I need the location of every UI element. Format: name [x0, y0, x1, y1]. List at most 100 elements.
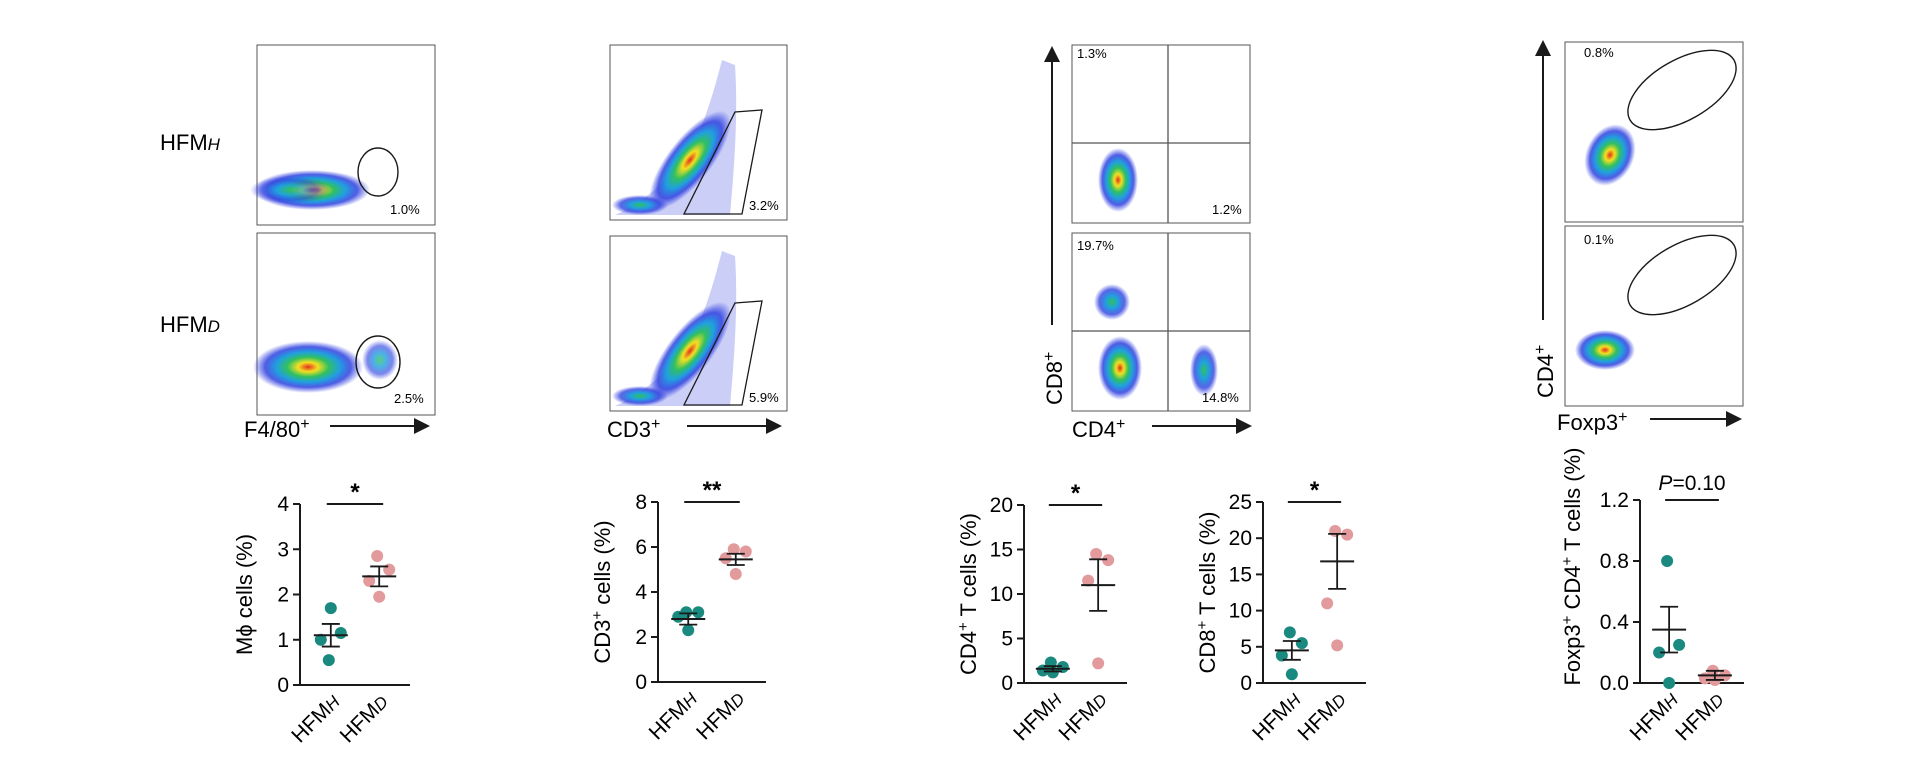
sample-label-hfmh: HFMH [160, 130, 221, 155]
y-axis-label: CD8+ T cells (%) [1194, 512, 1220, 674]
y-tick-label: 1.2 [1600, 489, 1629, 512]
x-category-label: HFMH [1009, 688, 1067, 746]
gate-ellipse [1627, 49, 1737, 131]
x-category-label: HFMD [1671, 688, 1728, 745]
data-point [371, 550, 384, 563]
data-point [739, 545, 752, 558]
y-tick-label: 10 [1229, 600, 1252, 623]
gate-ellipse [357, 147, 399, 197]
gate-ellipse [355, 335, 401, 389]
y-tick-label: 0 [1001, 672, 1013, 695]
data-point [1341, 528, 1354, 541]
y-tick-label: 0.4 [1600, 611, 1630, 634]
gate-polygon [682, 109, 763, 215]
y-tick-label: 0 [1240, 672, 1252, 695]
density-cloud [1584, 124, 1636, 186]
data-point [1090, 547, 1103, 560]
data-point [1275, 649, 1288, 662]
significance-label: * [1310, 477, 1320, 504]
flow-y-axis-label-cd4: CD4+ [1532, 345, 1558, 398]
data-point [1653, 646, 1666, 659]
y-tick-label: 20 [990, 494, 1013, 517]
flow-plot-cd3-hfmd: 5.9% [609, 235, 788, 412]
density-cloud [649, 301, 731, 401]
x-category-label: HFMD [336, 690, 393, 747]
flow-plot-foxp3-hfmh: 0.8% [1564, 41, 1744, 223]
data-point [1056, 660, 1069, 673]
y-tick-label: 5 [1240, 636, 1252, 659]
data-point [1102, 554, 1115, 567]
y-tick-label: 5 [1001, 628, 1013, 651]
y-tick-label: 3 [277, 538, 289, 561]
flow-x-axis-label-cd4: CD4+ [1072, 416, 1125, 442]
gate-percent: 1.0% [390, 202, 420, 217]
data-point [334, 626, 347, 639]
gate-percent: 0.8% [1584, 45, 1614, 60]
quadrant-upper-left-percent: 1.3% [1077, 46, 1107, 61]
y-tick-label: 2 [277, 584, 289, 607]
flow-plot-cd4cd8-hfmd: 19.7% 14.8% [1071, 232, 1251, 412]
data-point [1092, 657, 1105, 670]
y-tick-label: 0.0 [1600, 672, 1629, 695]
data-point [1295, 637, 1308, 650]
flow-plot-foxp3-hfmd: 0.1% [1564, 225, 1744, 407]
y-tick-label: 4 [635, 581, 647, 604]
y-tick-label: 0 [277, 674, 289, 697]
gate-ellipse [1627, 234, 1737, 316]
data-point [373, 590, 386, 603]
data-point [1321, 597, 1334, 610]
flow-y-axis-label-cd8: CD8+ [1041, 352, 1067, 405]
y-tick-label: 0.8 [1600, 550, 1629, 573]
data-point [1661, 555, 1674, 567]
y-tick-label: 25 [1229, 491, 1252, 514]
x-category-label: HFMD [1055, 688, 1112, 745]
data-point [727, 543, 740, 556]
y-tick-label: 8 [635, 491, 647, 514]
x-category-label: HFMH [1248, 688, 1306, 746]
data-point [682, 624, 695, 637]
data-point [729, 568, 742, 580]
gate-percent: 3.2% [749, 198, 779, 213]
flow-plot-macrophage-hfmd: 2.5% [253, 232, 436, 416]
quadrant-lower-right-percent: 14.8% [1202, 390, 1239, 405]
y-axis-label: Foxp3+ CD4+ T cells (%) [1559, 447, 1585, 685]
data-point [719, 552, 732, 565]
flow-plot-cd3-hfmh: 3.2% [609, 44, 788, 221]
data-point [314, 633, 327, 646]
density-cloud [1575, 330, 1635, 370]
data-point [1285, 668, 1298, 681]
density-cloud [253, 341, 363, 393]
x-category-label: HFMD [692, 687, 749, 744]
flow-plot-macrophage-hfmh: 1.0% [250, 44, 436, 226]
data-point [1283, 626, 1296, 639]
y-tick-label: 10 [990, 583, 1013, 606]
y-tick-label: 15 [1229, 563, 1252, 586]
sample-label-hfmd: HFMD [160, 312, 220, 337]
x-category-label: HFMH [287, 690, 345, 748]
density-cloud [1098, 336, 1142, 400]
y-tick-label: 15 [990, 539, 1013, 562]
data-point [1673, 638, 1686, 651]
data-point [1663, 677, 1676, 689]
data-point [322, 654, 335, 667]
data-point [1329, 524, 1342, 537]
gate-percent: 2.5% [394, 391, 424, 406]
gate-percent: 5.9% [749, 390, 779, 405]
significance-label: * [350, 479, 360, 506]
y-axis-label: Mϕ cells (%) [232, 534, 257, 655]
flow-x-axis-label-f480: F4/80+ [244, 416, 310, 442]
significance-label: ** [703, 477, 722, 504]
y-tick-label: 4 [277, 493, 289, 516]
significance-label: * [1071, 480, 1081, 507]
gate-polygon [682, 300, 763, 406]
data-point [363, 574, 376, 587]
y-tick-label: 2 [635, 626, 647, 649]
significance-label: P=0.10 [1658, 472, 1725, 495]
x-category-label: HFMD [1294, 688, 1351, 745]
y-axis-label: CD3+ cells (%) [589, 520, 615, 663]
